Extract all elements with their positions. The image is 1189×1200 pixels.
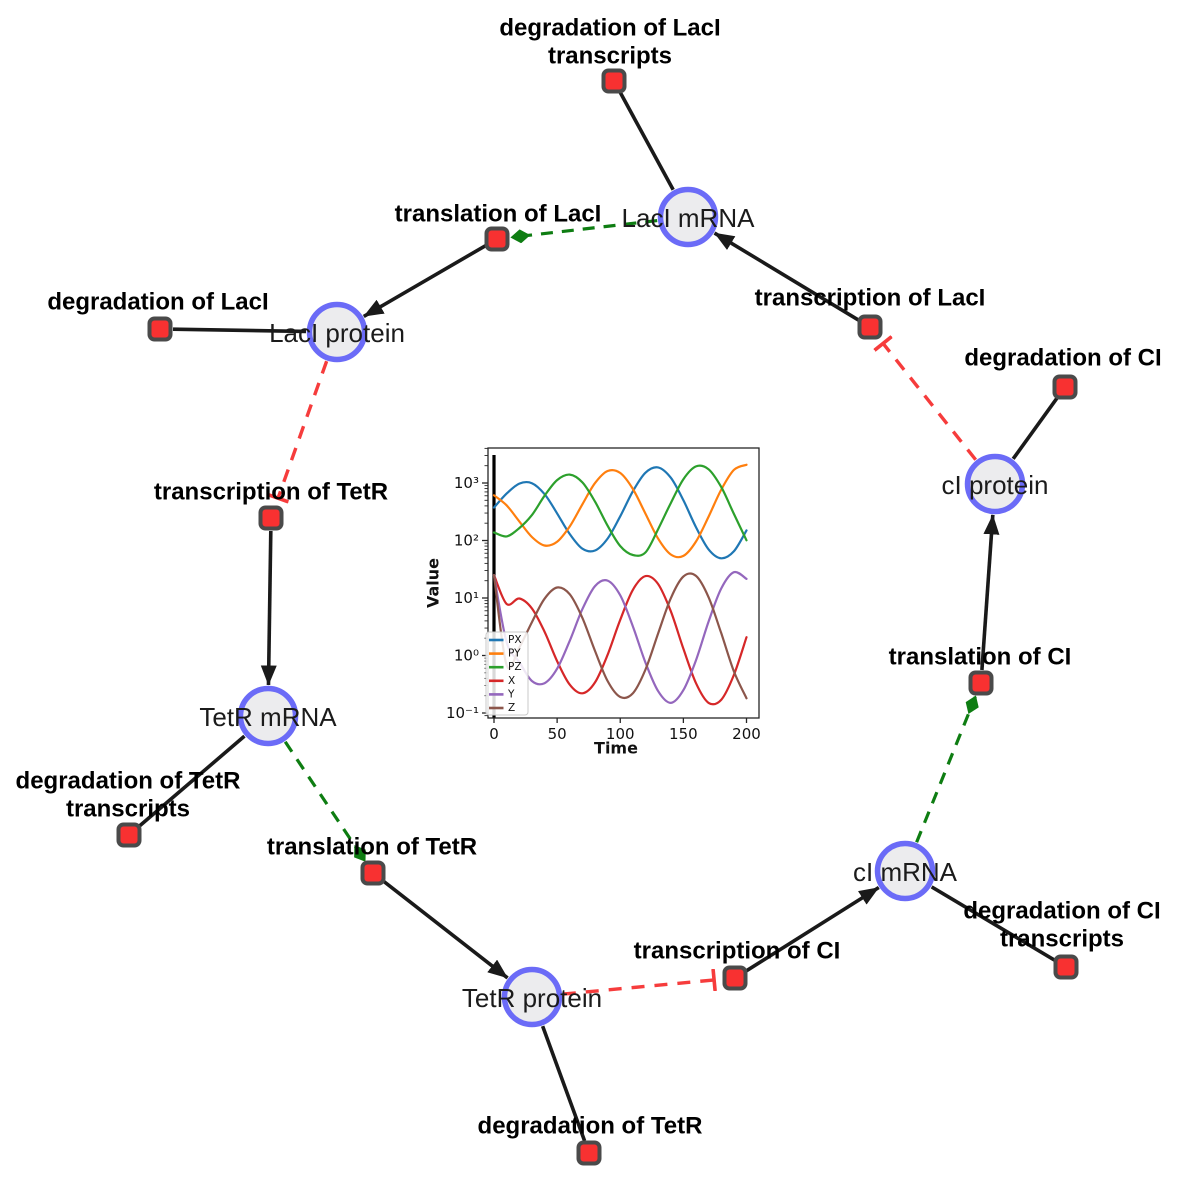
edge-product-translation-of-ci-to-ci-protein <box>980 514 1000 671</box>
reaction-label-degradation-of-tetr-transcripts: transcripts <box>66 796 190 823</box>
chart-series-py <box>492 463 748 559</box>
x-axis-label: Time <box>594 739 638 758</box>
reaction-node-degradation-of-tetr-transcripts[interactable] <box>116 822 142 848</box>
edge-product-translation-of-tetr-to-tetr-protein <box>382 879 509 980</box>
species-node-tetr-mrna[interactable] <box>237 685 299 747</box>
chart-series-px <box>492 466 748 560</box>
reaction-label-degradation-of-ci: degradation of CI <box>964 345 1161 372</box>
legend-entry-py: PY <box>508 648 521 660</box>
edge-reactant-tetr-mrna-to-degradation-of-tetr-transcripts <box>137 734 246 828</box>
edge-inhibition-tetr-protein-to-transcription-of-ci <box>562 980 714 996</box>
reaction-label-transcription-of-ci: transcription of CI <box>634 938 841 965</box>
species-node-laci-protein[interactable] <box>306 301 368 363</box>
chart-axes-box <box>487 447 760 719</box>
edge-modifier-ci-mrna-to-translation-of-ci <box>915 695 979 843</box>
reaction-node-translation-of-laci[interactable] <box>484 226 510 252</box>
reaction-label-translation-of-ci: translation of CI <box>889 644 1072 671</box>
reaction-node-translation-of-ci[interactable] <box>968 670 994 696</box>
y-tick-label-1e2: 10² <box>454 532 479 550</box>
species-node-tetr-protein[interactable] <box>501 966 563 1028</box>
reaction-label-degradation-of-laci-transcripts: degradation of LacI <box>499 15 720 42</box>
node-layer <box>116 68 1079 1166</box>
edge-layer <box>137 91 1059 1142</box>
reaction-node-degradation-of-ci-transcripts[interactable] <box>1053 954 1079 980</box>
edge-inhibition-laci-protein-to-transcription-of-tetr <box>278 360 329 498</box>
reaction-label-degradation-of-ci-transcripts: transcripts <box>1000 926 1124 953</box>
x-tick-label-50: 50 <box>548 725 567 743</box>
edge-product-transcription-of-ci-to-ci-mrna <box>745 885 880 973</box>
legend-entry-px: PX <box>508 634 522 646</box>
edge-reactant-laci-mrna-to-degradation-of-laci-transcripts <box>618 91 675 191</box>
legend-entry-z: Z <box>508 702 515 714</box>
legend-entry-pz: PZ <box>508 661 522 673</box>
chart-legend-box <box>485 631 529 716</box>
edge-reactant-ci-protein-to-degradation-of-ci <box>1011 396 1059 460</box>
reaction-label-transcription-of-tetr: transcription of TetR <box>154 479 388 506</box>
x-tick-label-200: 200 <box>732 725 761 743</box>
edge-product-transcription-of-laci-to-laci-mrna <box>713 231 860 322</box>
reaction-node-translation-of-tetr[interactable] <box>360 860 386 886</box>
species-label-laci-protein: LacI protein <box>269 318 405 348</box>
y-tick-label-1e3: 10³ <box>454 474 479 492</box>
edge-modifier-laci-mrna-to-translation-of-laci <box>510 218 658 244</box>
label-layer: degradation of LacItranscriptstranslatio… <box>16 15 1162 1140</box>
species-node-laci-mrna[interactable] <box>657 186 719 248</box>
y-tick-label-1e1: 10¹ <box>454 589 479 607</box>
edge-product-transcription-of-tetr-to-tetr-mrna <box>260 530 277 686</box>
species-label-ci-protein: cI protein <box>942 470 1049 500</box>
legend-entry-y: Y <box>507 688 515 700</box>
reaction-label-transcription-of-laci: transcription of LacI <box>755 285 986 312</box>
edge-reactant-ci-mrna-to-degradation-of-ci-transcripts <box>930 885 1056 962</box>
reaction-node-degradation-of-laci-transcripts[interactable] <box>601 68 627 94</box>
reaction-label-translation-of-tetr: translation of TetR <box>267 834 477 861</box>
legend-entry-x: X <box>508 675 515 687</box>
edge-reactant-tetr-protein-to-degradation-of-tetr <box>540 1025 587 1142</box>
reaction-label-degradation-of-ci-transcripts: degradation of CI <box>963 898 1160 925</box>
edge-product-translation-of-laci-to-laci-protein <box>362 243 487 318</box>
reaction-label-translation-of-laci: translation of LacI <box>395 201 602 228</box>
reaction-node-transcription-of-laci[interactable] <box>857 314 883 340</box>
reaction-node-degradation-of-tetr[interactable] <box>576 1140 602 1166</box>
y-tick-label-1e-1: 10⁻¹ <box>446 704 479 722</box>
x-tick-label-0: 0 <box>489 725 499 743</box>
reaction-node-degradation-of-ci[interactable] <box>1052 374 1078 400</box>
reaction-label-degradation-of-tetr-transcripts: degradation of TetR <box>16 768 241 795</box>
y-axis-label: Value <box>424 558 443 608</box>
edge-reactant-laci-protein-to-degradation-of-laci <box>172 327 307 334</box>
reaction-label-degradation-of-tetr: degradation of TetR <box>478 1113 703 1140</box>
x-tick-label-100: 100 <box>606 725 635 743</box>
species-label-laci-mrna: LacI mRNA <box>622 203 756 233</box>
time-series-chart: 0 50 100 150 20010⁻¹10⁰10¹10²10³TimeValuePXP… <box>424 447 761 758</box>
species-node-ci-mrna[interactable] <box>874 840 936 902</box>
chart-plot-area <box>488 448 759 718</box>
edge-modifier-tetr-mrna-to-translation-of-tetr <box>283 740 366 862</box>
chart-series-pz <box>492 464 748 557</box>
species-node-ci-protein[interactable] <box>964 453 1026 515</box>
species-label-ci-mrna: cI mRNA <box>853 857 958 887</box>
chart-series-z <box>492 572 748 700</box>
x-tick-label-150: 150 <box>669 725 698 743</box>
y-tick-label-1e0: 10⁰ <box>454 647 479 665</box>
species-label-tetr-protein: TetR protein <box>462 983 602 1013</box>
reaction-label-degradation-of-laci-transcripts: transcripts <box>548 43 672 70</box>
reaction-node-transcription-of-tetr[interactable] <box>258 505 284 531</box>
reaction-node-degradation-of-laci[interactable] <box>147 316 173 342</box>
reaction-node-transcription-of-ci[interactable] <box>722 965 748 991</box>
reaction-label-degradation-of-laci: degradation of LacI <box>47 289 268 316</box>
species-label-tetr-mrna: TetR mRNA <box>199 702 337 732</box>
edge-inhibition-ci-protein-to-transcription-of-laci <box>883 343 978 461</box>
chart-series-y <box>492 570 748 705</box>
